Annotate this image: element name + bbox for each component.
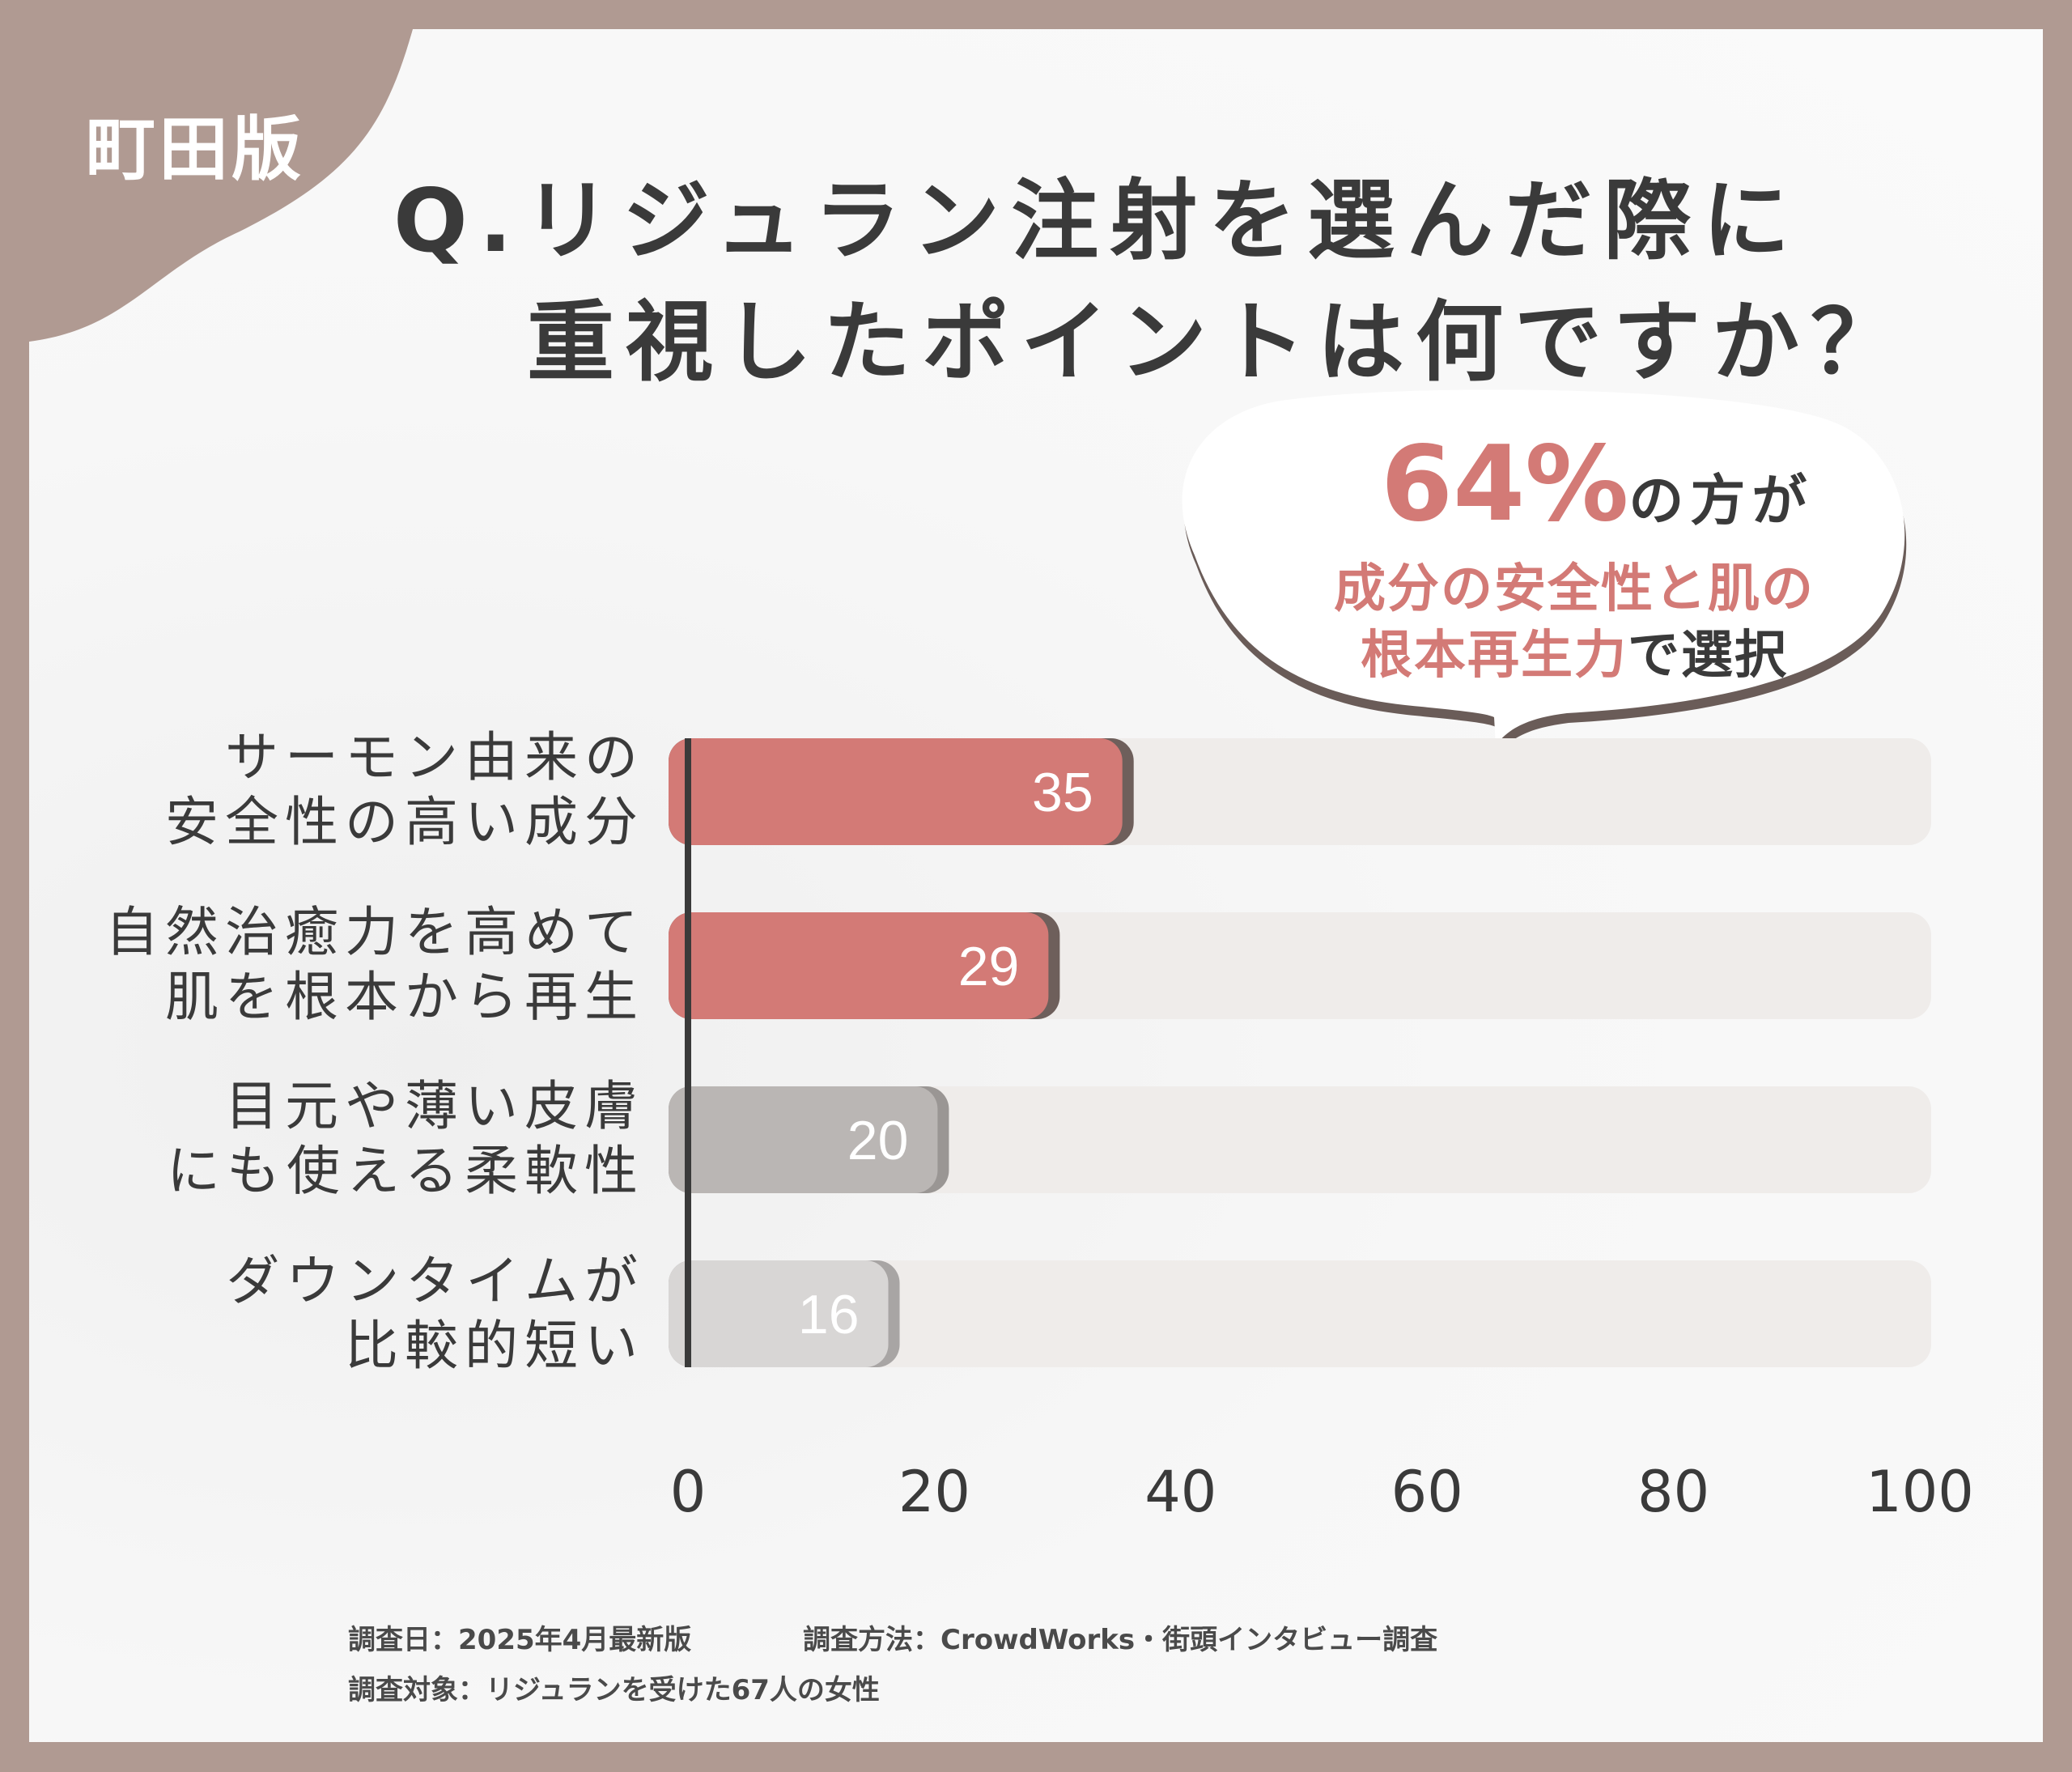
bar-chart: 35 29 20 16 0 20 40 60 80 100 bbox=[669, 738, 1974, 1525]
category-label-1-line2: 安全性の高い成分 bbox=[165, 791, 644, 853]
bar-value-label-4: 16 bbox=[798, 1284, 860, 1345]
infographic-card: 町田版 Q.リジュラン注射を選んだ際に 重視したポイントは何ですか？ 64%の方… bbox=[29, 29, 2043, 1742]
category-label-3-line1: 目元や薄い皮膚 bbox=[225, 1075, 644, 1137]
question-title-line1: Q.リジュラン注射を選んだ際に bbox=[393, 171, 1802, 272]
x-tick-label-80: 80 bbox=[1637, 1459, 1709, 1525]
bar-2 bbox=[669, 912, 1049, 1019]
category-label-2-line1: 自然治癒力を高めて bbox=[105, 901, 644, 963]
category-label-3-line2: にも使える柔軟性 bbox=[166, 1140, 644, 1202]
x-tick-label-0: 0 bbox=[670, 1459, 707, 1525]
bar-1 bbox=[669, 738, 1123, 845]
bar-3 bbox=[669, 1086, 938, 1193]
category-label-1: サーモン由来の 安全性の高い成分 bbox=[165, 725, 644, 855]
category-label-2: 自然治癒力を高めて 肌を根本から再生 bbox=[105, 900, 644, 1030]
bar-value-label-1: 35 bbox=[1032, 762, 1093, 823]
bar-value-label-2: 29 bbox=[958, 936, 1020, 997]
region-label: 町田版 bbox=[86, 109, 304, 190]
category-label-1-line1: サーモン由来の bbox=[225, 726, 644, 788]
speech-bubble bbox=[1182, 389, 1907, 809]
callout-percent-line: 64%の方が bbox=[1381, 424, 1813, 545]
x-tick-label-100: 100 bbox=[1866, 1459, 1974, 1525]
bar-track-3 bbox=[691, 1086, 1931, 1193]
callout-tail: で選択 bbox=[1628, 626, 1788, 686]
x-tick-label-40: 40 bbox=[1144, 1459, 1216, 1525]
callout-line3: 根本再生力で選択 bbox=[1361, 614, 1788, 688]
category-label-4: ダウンタイムが 比較的短い bbox=[226, 1249, 644, 1379]
category-label-4-line2: 比較的短い bbox=[345, 1315, 644, 1377]
callout-percent: 64% bbox=[1381, 424, 1629, 545]
corner-tab bbox=[29, 29, 413, 342]
callout-highlight-line2: 根本再生力 bbox=[1361, 626, 1628, 686]
survey-target: 調査対象：リジュランを受けた67人の女性 bbox=[348, 1674, 880, 1706]
x-tick-label-60: 60 bbox=[1391, 1459, 1463, 1525]
callout-percent-suffix: の方が bbox=[1628, 470, 1814, 533]
survey-method: 調査方法：CrowdWorks・街頭インタビュー調査 bbox=[803, 1624, 1438, 1656]
bar-4 bbox=[669, 1260, 889, 1367]
callout-highlight-line1: 成分の安全性と肌の bbox=[1334, 559, 1815, 619]
bar-track-4 bbox=[691, 1260, 1931, 1367]
category-label-4-line1: ダウンタイムが bbox=[226, 1250, 644, 1312]
y-axis-line bbox=[685, 738, 691, 1367]
category-label-2-line2: 肌を根本から再生 bbox=[165, 966, 644, 1028]
survey-date: 調査日：2025年4月最新版 bbox=[348, 1624, 692, 1656]
bar-value-label-3: 20 bbox=[847, 1110, 909, 1171]
category-label-3: 目元や薄い皮膚 にも使える柔軟性 bbox=[167, 1074, 644, 1204]
question-title-line2: 重視したポイントは何ですか？ bbox=[527, 292, 1910, 393]
x-tick-label-20: 20 bbox=[898, 1459, 970, 1525]
